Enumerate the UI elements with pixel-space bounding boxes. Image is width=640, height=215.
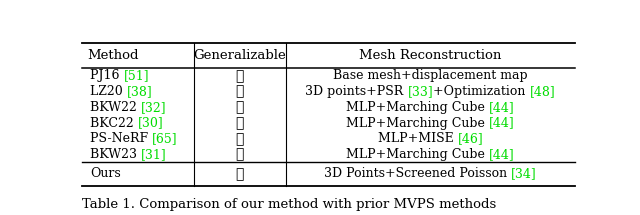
Text: [51]: [51] xyxy=(124,69,149,82)
Text: LZ20: LZ20 xyxy=(90,85,127,98)
Text: MLP+Marching Cube: MLP+Marching Cube xyxy=(346,117,489,130)
Text: +Optimization: +Optimization xyxy=(433,85,530,98)
Text: [44]: [44] xyxy=(489,117,515,130)
Text: [44]: [44] xyxy=(489,148,515,161)
Text: Base mesh+displacement map: Base mesh+displacement map xyxy=(333,69,528,82)
Text: ✗: ✗ xyxy=(236,147,244,161)
Text: ✗: ✗ xyxy=(236,132,244,146)
Text: ✗: ✗ xyxy=(236,85,244,99)
Text: MLP+Marching Cube: MLP+Marching Cube xyxy=(346,101,489,114)
Text: [31]: [31] xyxy=(141,148,166,161)
Text: Ours: Ours xyxy=(90,167,121,180)
Text: [48]: [48] xyxy=(530,85,556,98)
Text: 3D points+PSR: 3D points+PSR xyxy=(305,85,408,98)
Text: [30]: [30] xyxy=(138,117,163,130)
Text: PJ16: PJ16 xyxy=(90,69,124,82)
Text: BKW22: BKW22 xyxy=(90,101,141,114)
Text: MLP+MISE: MLP+MISE xyxy=(378,132,458,145)
Text: 3D Points+Screened Poisson: 3D Points+Screened Poisson xyxy=(324,167,511,180)
Text: Table 1. Comparison of our method with prior MVPS methods: Table 1. Comparison of our method with p… xyxy=(83,198,497,211)
Text: [38]: [38] xyxy=(127,85,152,98)
Text: Method: Method xyxy=(88,49,139,62)
Text: Mesh Reconstruction: Mesh Reconstruction xyxy=(359,49,502,62)
Text: MLP+Marching Cube: MLP+Marching Cube xyxy=(346,148,489,161)
Text: ✓: ✓ xyxy=(236,167,244,181)
Text: [65]: [65] xyxy=(152,132,178,145)
Text: Generalizable: Generalizable xyxy=(193,49,286,62)
Text: [34]: [34] xyxy=(511,167,537,180)
Text: [33]: [33] xyxy=(408,85,433,98)
Text: BKC22: BKC22 xyxy=(90,117,138,130)
Text: BKW23: BKW23 xyxy=(90,148,141,161)
Text: [46]: [46] xyxy=(458,132,483,145)
Text: ✗: ✗ xyxy=(236,100,244,114)
Text: [32]: [32] xyxy=(141,101,166,114)
Text: ✗: ✗ xyxy=(236,116,244,130)
Text: ✗: ✗ xyxy=(236,69,244,83)
Text: PS-NeRF: PS-NeRF xyxy=(90,132,152,145)
Text: [44]: [44] xyxy=(489,101,515,114)
